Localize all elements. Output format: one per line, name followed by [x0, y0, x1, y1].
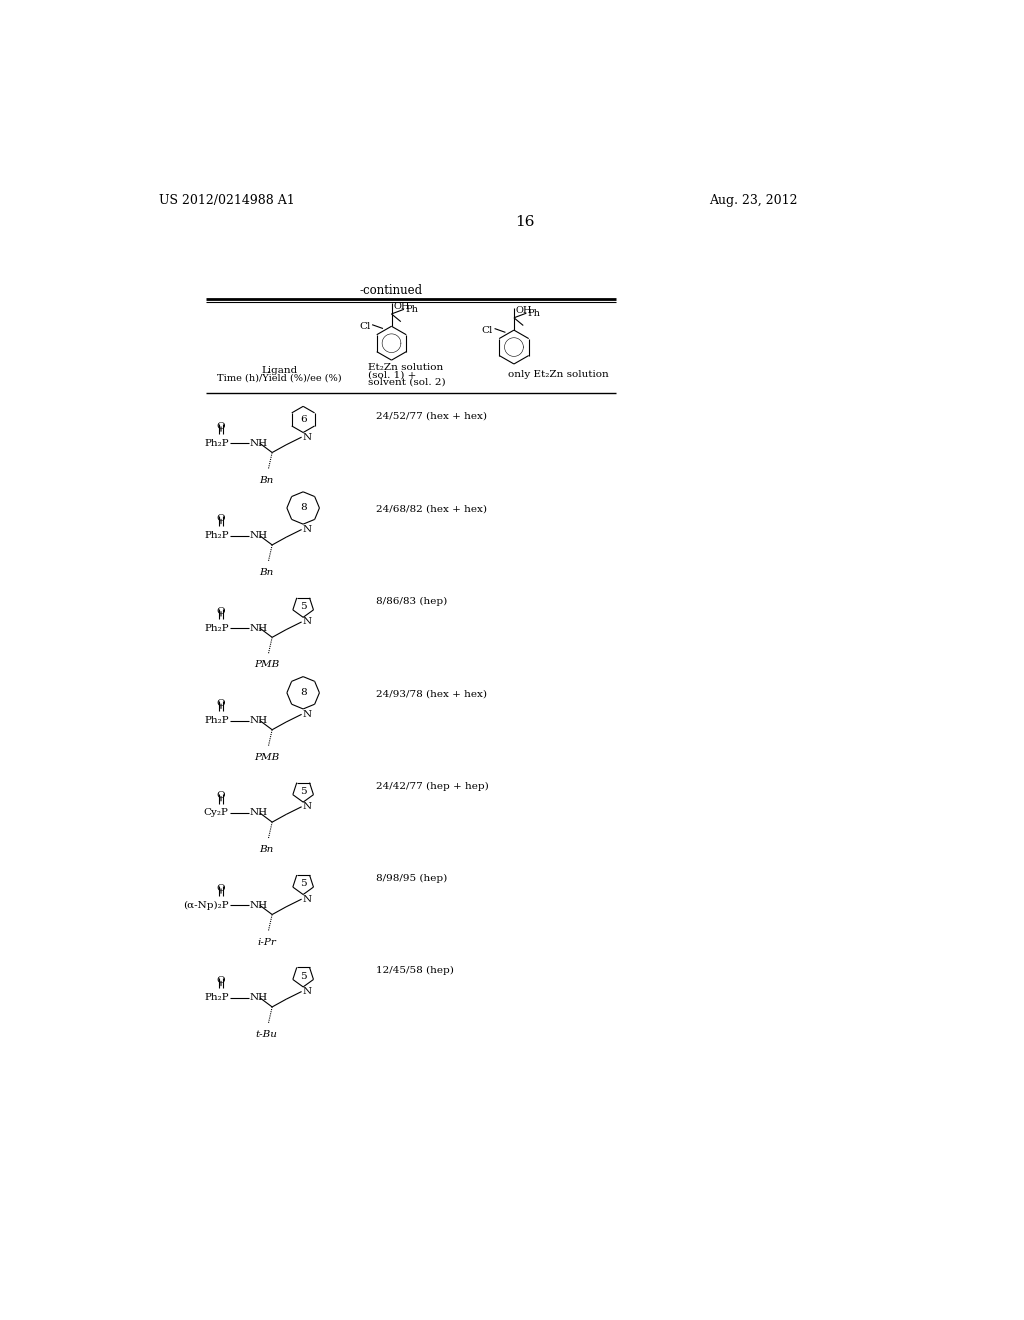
- Text: Cl: Cl: [481, 326, 493, 335]
- Text: O: O: [217, 515, 225, 523]
- Text: NH: NH: [250, 531, 268, 540]
- Text: N: N: [302, 710, 311, 719]
- Text: O: O: [217, 792, 225, 800]
- Text: N: N: [302, 433, 311, 442]
- Text: Bn: Bn: [260, 475, 273, 484]
- Text: Ph₂P: Ph₂P: [204, 623, 228, 632]
- Text: NH: NH: [250, 623, 268, 632]
- Text: 5: 5: [300, 787, 306, 796]
- Text: N: N: [302, 618, 311, 627]
- Text: only Et₂Zn solution: only Et₂Zn solution: [508, 371, 608, 379]
- Text: O: O: [217, 977, 225, 985]
- Text: (sol. 1) +: (sol. 1) +: [369, 371, 417, 379]
- Text: Ph: Ph: [528, 309, 541, 318]
- Text: OH: OH: [515, 306, 532, 315]
- Text: Ph₂P: Ph₂P: [204, 531, 228, 540]
- Text: solvent (sol. 2): solvent (sol. 2): [369, 378, 445, 387]
- Text: N: N: [302, 525, 311, 535]
- Text: NH: NH: [250, 993, 268, 1002]
- Text: O: O: [217, 607, 225, 615]
- Text: 24/93/78 (hex + hex): 24/93/78 (hex + hex): [376, 689, 487, 698]
- Text: Et₂Zn solution: Et₂Zn solution: [369, 363, 443, 372]
- Text: Bn: Bn: [260, 845, 273, 854]
- Text: OH: OH: [393, 302, 410, 310]
- Text: 8: 8: [300, 503, 306, 512]
- Text: 5: 5: [300, 972, 306, 981]
- Text: Bn: Bn: [260, 568, 273, 577]
- Text: 24/42/77 (hep + hep): 24/42/77 (hep + hep): [376, 781, 488, 791]
- Text: PMB: PMB: [254, 660, 280, 669]
- Text: Ph₂P: Ph₂P: [204, 438, 228, 447]
- Text: PMB: PMB: [254, 752, 280, 762]
- Text: 24/68/82 (hex + hex): 24/68/82 (hex + hex): [376, 504, 487, 513]
- Text: Cy₂P: Cy₂P: [204, 808, 228, 817]
- Text: Aug. 23, 2012: Aug. 23, 2012: [710, 194, 798, 207]
- Text: NH: NH: [250, 808, 268, 817]
- Text: Ph: Ph: [406, 305, 419, 314]
- Text: 6: 6: [300, 414, 306, 424]
- Text: O: O: [217, 422, 225, 430]
- Text: O: O: [217, 884, 225, 892]
- Text: O: O: [217, 700, 225, 708]
- Text: US 2012/0214988 A1: US 2012/0214988 A1: [159, 194, 295, 207]
- Text: Ligand: Ligand: [261, 366, 297, 375]
- Text: NH: NH: [250, 438, 268, 447]
- Text: i-Pr: i-Pr: [257, 937, 276, 946]
- Text: Ph₂P: Ph₂P: [204, 993, 228, 1002]
- Text: 8: 8: [300, 688, 306, 697]
- Text: NH: NH: [250, 715, 268, 725]
- Text: 12/45/58 (hep): 12/45/58 (hep): [376, 966, 454, 975]
- Text: (α-Np)₂P: (α-Np)₂P: [183, 900, 228, 909]
- Text: Ph₂P: Ph₂P: [204, 715, 228, 725]
- Text: 5: 5: [300, 879, 306, 888]
- Text: 8/86/83 (hep): 8/86/83 (hep): [376, 597, 447, 606]
- Text: 24/52/77 (hex + hex): 24/52/77 (hex + hex): [376, 412, 487, 421]
- Text: N: N: [302, 803, 311, 812]
- Text: N: N: [302, 895, 311, 904]
- Text: 16: 16: [515, 215, 535, 228]
- Text: Cl: Cl: [359, 322, 371, 331]
- Text: 5: 5: [300, 602, 306, 611]
- Text: 8/98/95 (hep): 8/98/95 (hep): [376, 874, 447, 883]
- Text: -continued: -continued: [360, 284, 423, 297]
- Text: t-Bu: t-Bu: [256, 1030, 278, 1039]
- Text: NH: NH: [250, 900, 268, 909]
- Text: Time (h)/Yield (%)/ee (%): Time (h)/Yield (%)/ee (%): [217, 374, 341, 383]
- Text: N: N: [302, 987, 311, 997]
